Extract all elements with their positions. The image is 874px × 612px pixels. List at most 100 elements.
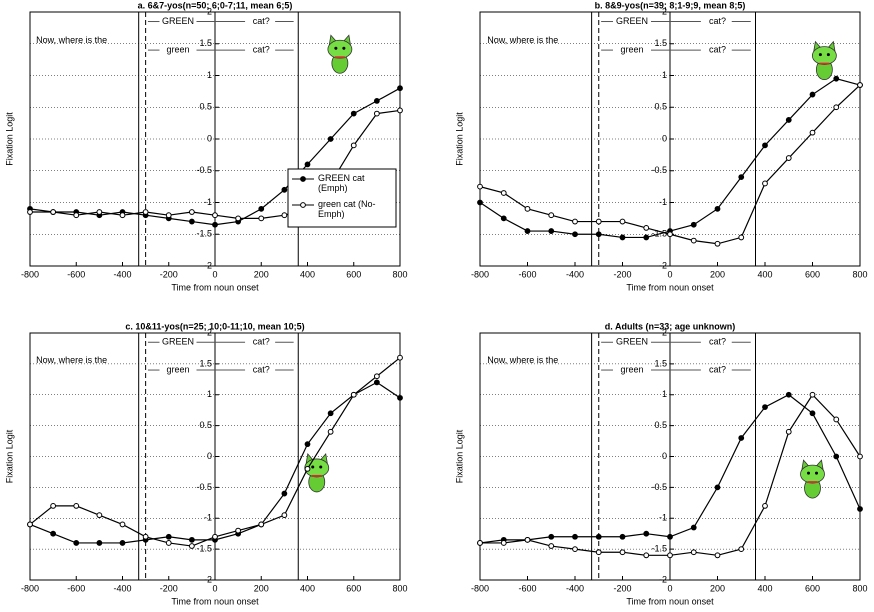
data-point (305, 162, 310, 167)
annotation: green (166, 364, 189, 374)
data-point (97, 513, 102, 518)
annotation: cat? (253, 16, 270, 26)
data-point (739, 436, 744, 441)
x-tick-label: 400 (300, 269, 315, 279)
annotation: green (620, 44, 643, 54)
x-tick-label: 800 (852, 269, 867, 279)
annotation: green (166, 44, 189, 54)
y-tick-label: -0.5 (196, 165, 212, 175)
data-point (166, 541, 171, 546)
x-tick-label: 0 (667, 583, 672, 593)
data-point (739, 175, 744, 180)
data-point (668, 534, 673, 539)
x-axis-label: Time from noun onset (171, 282, 259, 292)
data-point (858, 454, 863, 459)
cat-head (801, 465, 825, 483)
data-point (213, 213, 218, 218)
legend-entry: green cat (No-Emph) (318, 199, 390, 223)
cat-eye (342, 47, 345, 50)
y-tick-label: 0 (662, 133, 667, 143)
y-tick-label: 2 (207, 327, 212, 337)
y-tick-label: -1 (204, 513, 212, 523)
y-tick-label: 0 (662, 451, 667, 461)
x-tick-label: 200 (710, 583, 725, 593)
y-tick-label: 2 (662, 327, 667, 337)
data-point (51, 504, 56, 509)
data-point (398, 355, 403, 360)
x-tick-label: -600 (518, 583, 536, 593)
annotation: GREEN (616, 337, 648, 347)
data-point (28, 522, 33, 527)
data-point (213, 534, 218, 539)
x-tick-label: 0 (212, 269, 217, 279)
data-point (834, 105, 839, 110)
data-point (120, 522, 125, 527)
y-tick-label: -0.5 (651, 165, 667, 175)
data-point (763, 405, 768, 410)
x-tick-label: -800 (471, 583, 489, 593)
data-point (525, 537, 530, 542)
y-tick-label: 2 (662, 6, 667, 16)
page: a. 6&7-yos(n=50; 6;0-7;11, mean 6;5)Time… (0, 0, 874, 612)
data-point (715, 241, 720, 246)
data-point (120, 541, 125, 546)
data-point (525, 206, 530, 211)
data-point (644, 235, 649, 240)
figure: a. 6&7-yos(n=50; 6;0-7;11, mean 6;5)Time… (0, 0, 874, 612)
data-point (549, 213, 554, 218)
data-point (51, 210, 56, 215)
data-point (810, 411, 815, 416)
data-point (28, 210, 33, 215)
y-tick-label: -0.5 (651, 482, 667, 492)
annotation: GREEN (162, 337, 194, 347)
x-tick-label: 400 (300, 583, 315, 593)
data-point (525, 229, 530, 234)
x-tick-label: -200 (160, 583, 178, 593)
cat-head (328, 40, 352, 58)
y-tick-label: -0.5 (196, 482, 212, 492)
data-point (644, 226, 649, 231)
data-point (501, 541, 506, 546)
data-point (501, 191, 506, 196)
annotation: GREEN (616, 16, 648, 26)
data-point (763, 143, 768, 148)
data-point (97, 210, 102, 215)
data-point (189, 219, 194, 224)
x-axis-label: Time from noun onset (171, 596, 259, 606)
chart-title: b. 8&9-yos(n=39; 8;1-9;9, mean 8;5) (595, 0, 746, 10)
data-point (596, 534, 601, 539)
x-tick-label: 600 (805, 583, 820, 593)
cat-eye (807, 472, 810, 475)
x-tick-label: 400 (757, 583, 772, 593)
x-tick-label: -600 (67, 583, 85, 593)
data-point (74, 213, 79, 218)
data-point (398, 395, 403, 400)
data-point (166, 534, 171, 539)
legend-marker (301, 177, 306, 182)
cat-collar (335, 56, 345, 58)
data-point (573, 219, 578, 224)
data-point (810, 92, 815, 97)
x-tick-label: -800 (21, 583, 39, 593)
y-tick-label: 1 (207, 389, 212, 399)
cat-eye (334, 47, 337, 50)
y-tick-label: 1.5 (199, 358, 212, 368)
cat-collar (312, 475, 322, 477)
legend-label: green cat (No-Emph) (318, 199, 390, 219)
data-point (374, 111, 379, 116)
annotation: cat? (709, 337, 726, 347)
annotation: Now, where is the (36, 35, 107, 45)
annotation: GREEN (162, 16, 194, 26)
cat-eye (819, 53, 822, 56)
x-tick-label: 800 (392, 583, 407, 593)
annotation: Now, where is the (487, 355, 558, 365)
data-point (189, 544, 194, 549)
data-point (620, 550, 625, 555)
data-point (305, 466, 310, 471)
data-point (715, 206, 720, 211)
annotation: cat? (253, 337, 270, 347)
y-tick-label: -1.5 (651, 544, 667, 554)
x-tick-label: -200 (160, 269, 178, 279)
data-point (739, 547, 744, 552)
data-point (668, 553, 673, 558)
